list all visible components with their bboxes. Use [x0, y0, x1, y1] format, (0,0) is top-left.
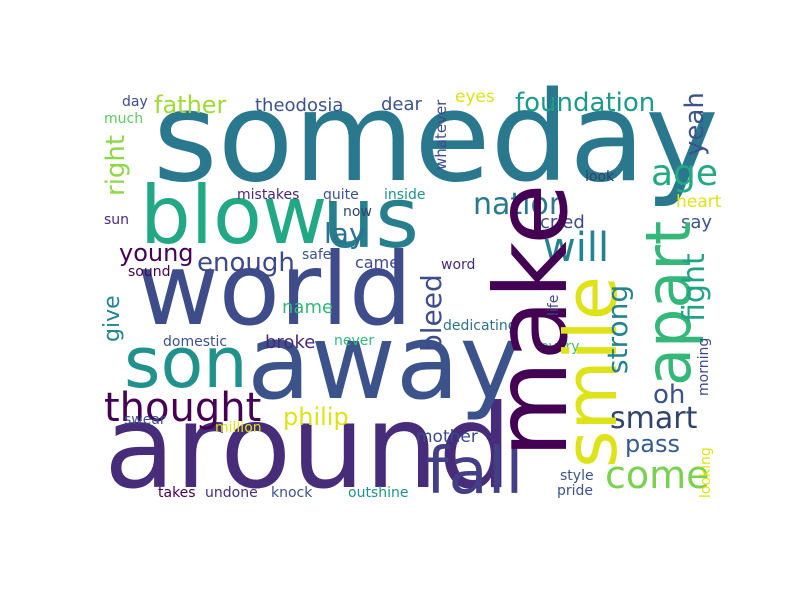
word-bleed: bleed — [415, 274, 448, 352]
word-enough: enough — [197, 248, 295, 278]
word-pass: pass — [625, 430, 680, 458]
word-will: will — [543, 225, 610, 271]
word-mistakes: mistakes — [237, 187, 300, 203]
word-outshine: outshine — [348, 485, 409, 501]
word-dedicating: dedicating — [443, 318, 517, 334]
word-came: came — [355, 253, 400, 272]
word-million: million — [215, 420, 262, 436]
word-day: day — [122, 94, 148, 110]
word-young: young — [119, 239, 194, 267]
word-strong: strong — [601, 284, 634, 374]
word-cried: cried — [540, 212, 585, 233]
word-style: style — [560, 468, 594, 484]
word-oh: oh — [653, 380, 686, 410]
word-come: come — [605, 453, 710, 497]
word-sound: sound — [128, 264, 171, 280]
word-right: right — [101, 134, 131, 196]
word-looking: looking — [698, 447, 714, 498]
word-us: us — [322, 169, 420, 267]
word-age: age — [651, 153, 719, 194]
word-swear: swear — [124, 412, 166, 428]
word-takes: takes — [158, 485, 196, 501]
word-undone: undone — [205, 485, 258, 501]
word-fight: fight — [677, 253, 712, 322]
word-nation: nation — [473, 187, 568, 222]
word-sun: sun — [104, 212, 130, 228]
word-look: look — [585, 169, 615, 185]
word-every: every — [540, 339, 580, 355]
word-foundation: foundation — [515, 88, 656, 118]
word-father: father — [154, 91, 227, 119]
word-much: much — [104, 111, 144, 127]
word-pride: pride — [557, 483, 594, 499]
word-broke: broke — [265, 332, 316, 353]
word-smart: smart — [610, 401, 698, 436]
word-inside: inside — [384, 187, 426, 203]
word-dear: dear — [381, 94, 422, 115]
word-give: give — [100, 295, 125, 342]
word-son: son — [124, 322, 248, 404]
word-mother: mother — [416, 427, 478, 447]
word-blow: blow — [140, 169, 328, 262]
word-world: world — [137, 231, 413, 348]
word-knock: knock — [271, 485, 313, 501]
word-never: never — [334, 333, 375, 349]
word-eyes: eyes — [455, 87, 495, 107]
word-domestic: domestic — [163, 334, 228, 350]
word-now: now — [343, 204, 372, 220]
word-thought: thought — [104, 385, 262, 431]
word-say: say — [681, 212, 713, 233]
word-away: away — [247, 301, 522, 423]
word-someday: someday — [153, 66, 719, 210]
word-life: life — [546, 294, 562, 316]
word-heart: heart — [676, 192, 722, 212]
word-philip: philip — [283, 403, 349, 431]
word-around: around — [104, 380, 512, 515]
word-lay: lay — [324, 217, 366, 250]
word-whatever: whatever — [432, 99, 450, 170]
word-safe: safe — [302, 247, 332, 263]
word-morning: morning — [696, 337, 712, 396]
word-quite: quite — [323, 187, 359, 203]
word-word: word — [441, 257, 476, 273]
word-theodosia: theodosia — [255, 95, 344, 116]
word-name: name — [282, 297, 334, 318]
word-fall: fall — [426, 435, 524, 509]
word-yeah: yeah — [680, 92, 710, 156]
